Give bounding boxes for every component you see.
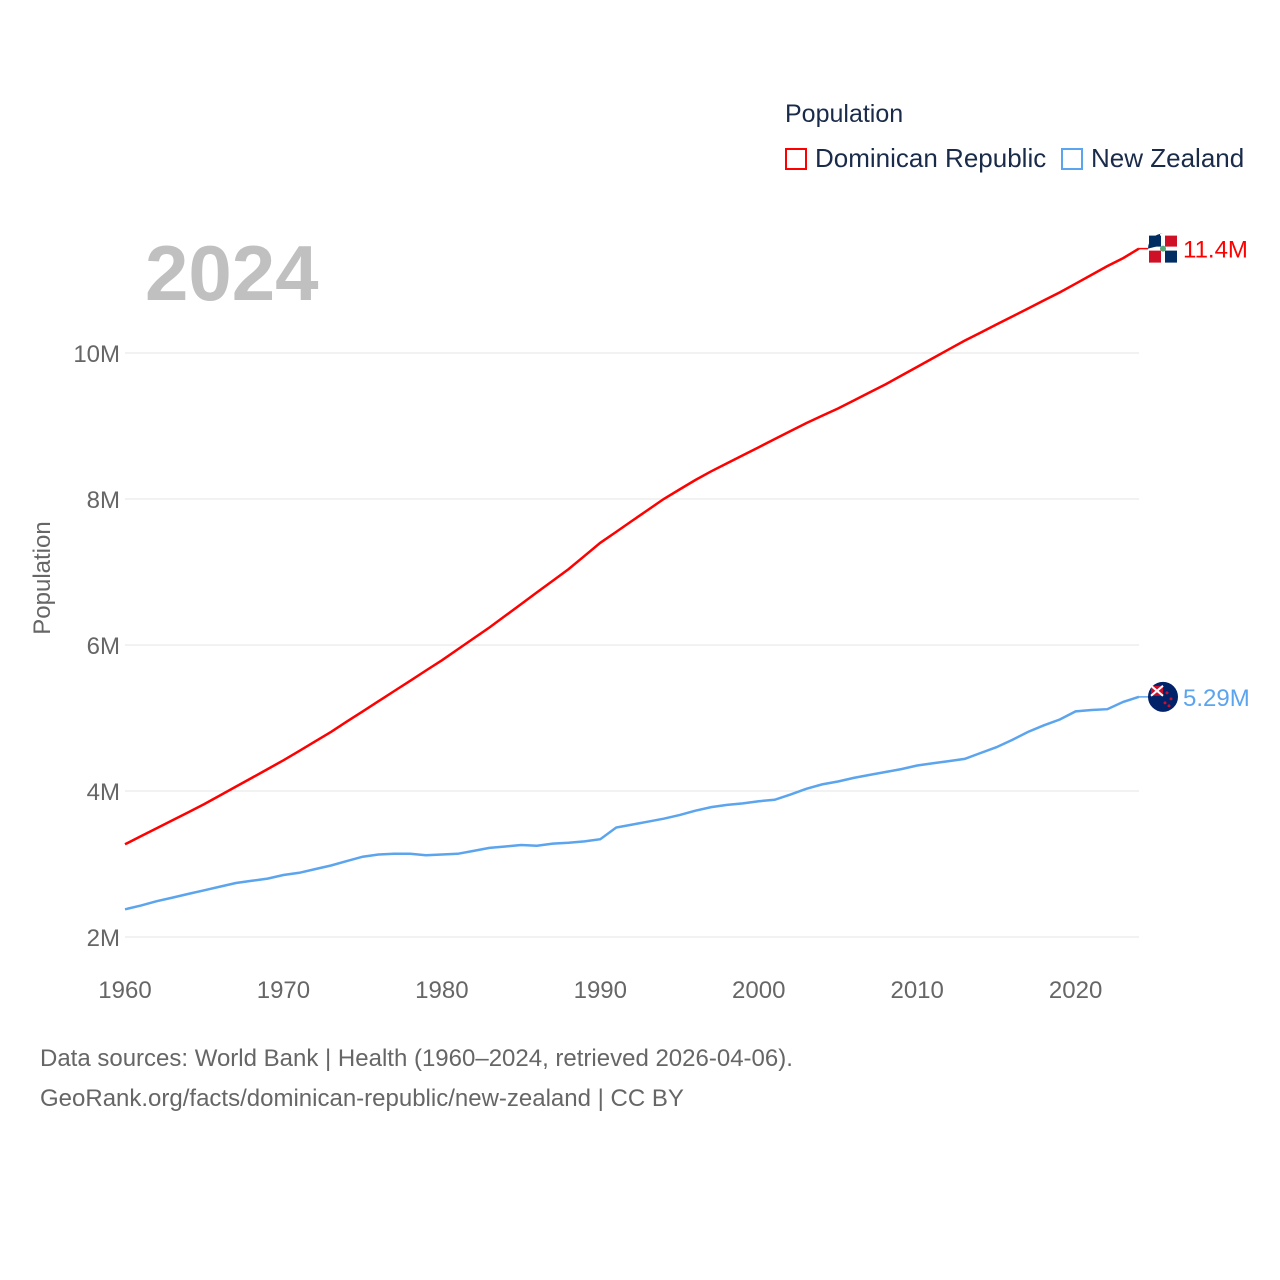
flag-quadrant bbox=[1149, 250, 1161, 263]
legend-swatch bbox=[1061, 147, 1083, 170]
year-label: 2024 bbox=[145, 229, 319, 317]
legend-swatch bbox=[785, 147, 807, 170]
flag-star bbox=[1163, 701, 1167, 705]
flag-emblem bbox=[1160, 245, 1166, 252]
x-tick-label: 2000 bbox=[732, 977, 785, 1004]
flag-star bbox=[1165, 691, 1169, 695]
footer-link[interactable]: GeoRank.org/facts/dominican-republic/new… bbox=[40, 1085, 684, 1112]
flag-union-jack-cross bbox=[1150, 685, 1164, 697]
flag-quadrant bbox=[1165, 235, 1177, 247]
flag-quadrant bbox=[1149, 235, 1161, 247]
flag-star bbox=[1169, 697, 1173, 701]
end-value-label: 11.4M bbox=[1183, 237, 1248, 264]
legend-label: New Zealand bbox=[1091, 143, 1245, 173]
x-tick-label: 2010 bbox=[890, 977, 943, 1004]
x-tick-label: 1990 bbox=[574, 977, 627, 1004]
legend-item-dominican-republic[interactable]: Dominican Republic bbox=[785, 143, 1046, 174]
legend-title: Population bbox=[785, 100, 904, 128]
x-tick-label: 1980 bbox=[415, 977, 468, 1004]
footer-sources: Data sources: World Bank | Health (1960–… bbox=[40, 1045, 793, 1072]
y-tick-label: 2M bbox=[87, 925, 120, 952]
x-tick-label: 1960 bbox=[98, 977, 151, 1004]
y-tick-label: 6M bbox=[87, 633, 120, 660]
legend-label: Dominican Republic bbox=[815, 143, 1047, 173]
y-axis-title: Population bbox=[29, 521, 56, 634]
y-tick-label: 8M bbox=[87, 487, 120, 514]
y-tick-label: 10M bbox=[73, 341, 120, 368]
y-tick-label: 4M bbox=[87, 779, 120, 806]
series-line-new-zealand bbox=[124, 695, 1140, 911]
flag-star bbox=[1167, 704, 1171, 708]
series-line-dominican-republic bbox=[124, 247, 1140, 846]
flag-quadrant bbox=[1165, 250, 1177, 263]
x-tick-label: 2020 bbox=[1049, 977, 1102, 1004]
end-value-label: 5.29M bbox=[1183, 685, 1250, 712]
x-tick-label: 1970 bbox=[257, 977, 310, 1004]
legend-item-new-zealand[interactable]: New Zealand bbox=[1061, 143, 1244, 174]
